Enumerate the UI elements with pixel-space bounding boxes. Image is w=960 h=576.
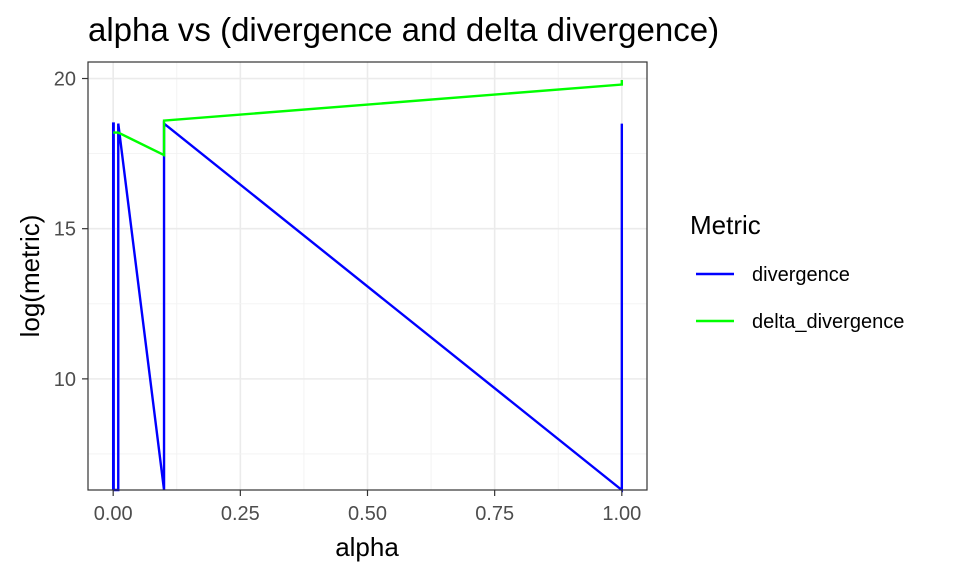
legend-label-delta-divergence: delta_divergence — [752, 311, 904, 333]
series-line-divergence — [111, 121, 624, 493]
y-axis: 10 15 20 — [54, 69, 88, 391]
x-tick-label: 1.00 — [602, 503, 641, 525]
legend-title: Metric — [690, 210, 761, 240]
chart-title: alpha vs (divergence and delta divergenc… — [88, 11, 719, 48]
y-tick-label: 15 — [54, 219, 76, 241]
x-axis: 0.00 0.25 0.50 0.75 1.00 — [94, 490, 641, 525]
grid — [88, 62, 647, 490]
y-tick-label: 10 — [54, 369, 76, 391]
x-tick-label: 0.75 — [475, 503, 514, 525]
legend-label-divergence: divergence — [752, 264, 850, 286]
x-tick-label: 0.25 — [221, 503, 260, 525]
x-tick-label: 0.00 — [94, 503, 133, 525]
x-axis-title: alpha — [335, 532, 399, 562]
x-tick-label: 0.50 — [348, 503, 387, 525]
series-lines — [111, 80, 624, 493]
y-tick-label: 20 — [54, 69, 76, 91]
legend: Metric divergence delta_divergence — [690, 210, 904, 333]
y-axis-title: log(metric) — [15, 215, 45, 338]
series-line-delta-divergence — [113, 80, 624, 158]
